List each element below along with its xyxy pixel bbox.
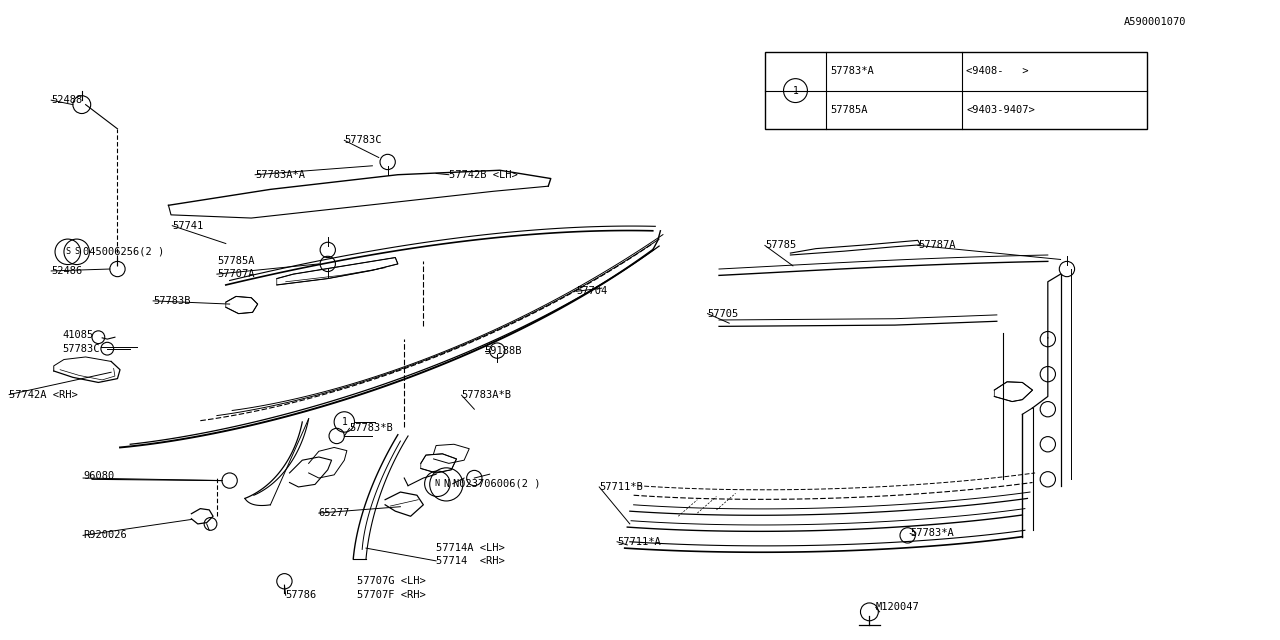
Text: N023706006(2 ): N023706006(2 ) [453, 479, 540, 489]
Text: 57704: 57704 [576, 286, 608, 296]
Text: 57783*B: 57783*B [349, 423, 393, 433]
Polygon shape [276, 257, 398, 285]
Text: 57714  <RH>: 57714 <RH> [436, 556, 504, 566]
Text: 41085: 41085 [63, 330, 93, 340]
Text: 57707F <RH>: 57707F <RH> [357, 590, 426, 600]
Text: 57783*A: 57783*A [829, 67, 874, 77]
Text: 52488: 52488 [51, 95, 82, 105]
Text: 57742A <RH>: 57742A <RH> [9, 390, 78, 399]
Text: 57783C: 57783C [63, 344, 100, 354]
Text: 57785: 57785 [765, 241, 796, 250]
Text: 65277: 65277 [319, 508, 351, 518]
Text: 57783*A: 57783*A [910, 529, 954, 538]
Text: S: S [65, 247, 70, 256]
Text: M120047: M120047 [876, 602, 919, 612]
Text: S: S [74, 247, 79, 256]
Text: 52486: 52486 [51, 266, 82, 276]
Text: 57714A <LH>: 57714A <LH> [436, 543, 504, 553]
Text: 1: 1 [792, 86, 799, 95]
Text: 57783A*A: 57783A*A [255, 170, 305, 180]
Text: 57707A: 57707A [216, 269, 255, 279]
Text: 57711*B: 57711*B [599, 482, 643, 492]
Text: N: N [435, 479, 440, 488]
Text: 57707G <LH>: 57707G <LH> [357, 576, 426, 586]
Polygon shape [225, 296, 257, 314]
Text: 57785A: 57785A [829, 105, 868, 115]
Text: N: N [443, 479, 449, 490]
Bar [765, 52, 1147, 129]
Text: R920026: R920026 [83, 531, 127, 540]
Text: 57741: 57741 [173, 221, 204, 230]
Text: 59188B: 59188B [485, 346, 522, 356]
Text: 57783A*B: 57783A*B [462, 390, 512, 400]
Text: 57783C: 57783C [344, 135, 381, 145]
Text: 045006256(2 ): 045006256(2 ) [83, 247, 164, 257]
Text: 57785A: 57785A [216, 257, 255, 266]
Text: 1: 1 [342, 417, 347, 427]
Text: <9403-9407>: <9403-9407> [966, 105, 1036, 115]
Text: 57711*A: 57711*A [617, 537, 660, 547]
Text: 96080: 96080 [83, 471, 114, 481]
Text: <9408-   >: <9408- > [966, 67, 1029, 77]
Text: 57783B: 57783B [154, 296, 191, 306]
Text: 57742B <LH>: 57742B <LH> [449, 170, 517, 180]
Text: 57787A: 57787A [918, 241, 955, 250]
Text: A590001070: A590001070 [1124, 17, 1187, 27]
Polygon shape [995, 382, 1033, 401]
Text: 57786: 57786 [285, 590, 317, 600]
Text: 57705: 57705 [708, 308, 739, 319]
Polygon shape [421, 454, 457, 473]
